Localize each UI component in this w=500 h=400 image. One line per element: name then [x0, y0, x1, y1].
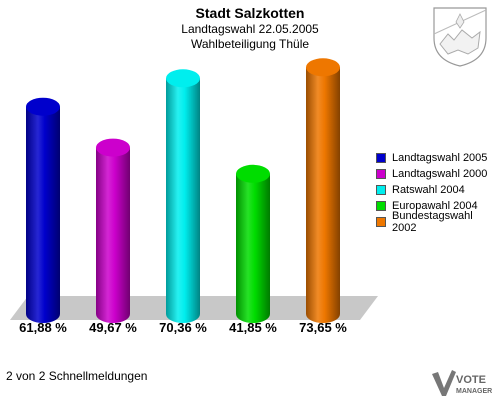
value-label-5: 73,65 % [299, 320, 347, 335]
legend-label: Europawahl 2004 [392, 200, 478, 212]
legend-label: Bundestagswahl 2002 [391, 210, 473, 234]
legend-label: Landtagswahl 2005 [392, 152, 488, 164]
value-label-2: 49,67 % [89, 320, 137, 335]
legend-swatch [376, 185, 386, 195]
bar-2 [96, 138, 130, 323]
footer-note: 2 von 2 Schnellmeldungen [6, 369, 148, 383]
chart-title: Stadt Salzkotten [195, 5, 305, 21]
legend-item-2: Landtagswahl 2000 [376, 166, 500, 182]
legend-swatch [376, 169, 386, 179]
chart-legend: Landtagswahl 2005 Landtagswahl 2000 Ratswa… [376, 150, 500, 234]
logo-text-manager: MANAGER [456, 388, 492, 395]
value-label-4: 41,85 % [229, 320, 277, 335]
legend-swatch [376, 201, 386, 211]
coat-of-arms-icon [433, 7, 487, 67]
legend-swatch [376, 153, 386, 163]
bar-4 [236, 164, 270, 323]
bar-3 [166, 69, 200, 323]
value-label-3: 70,36 % [159, 320, 207, 335]
chart-header: Stadt Salzkotten Landtagswahl 22.05.2005… [0, 5, 500, 52]
logo-text-vote: VOTE [456, 374, 486, 386]
legend-item-4: Europawahl 2004 [376, 198, 500, 214]
legend-item-5: Bundestagswahl 2002 [376, 210, 500, 234]
bar-1 [26, 97, 60, 324]
value-label-1: 61,88 % [19, 320, 67, 335]
chart-subtitle-turnout: Wahlbeteiligung Thüle [190, 37, 310, 51]
chart-subtitle-election: Landtagswahl 22.05.2005 [181, 22, 319, 36]
bar-5 [306, 58, 340, 324]
legend-item-1: Landtagswahl 2005 [376, 150, 500, 166]
legend-swatch [376, 217, 386, 227]
legend-label: Landtagswahl 2000 [392, 168, 488, 180]
legend-item-3: Ratswahl 2004 [376, 182, 500, 198]
votemanager-logo: VOTE MANAGER [432, 370, 492, 396]
legend-label: Ratswahl 2004 [392, 184, 465, 196]
